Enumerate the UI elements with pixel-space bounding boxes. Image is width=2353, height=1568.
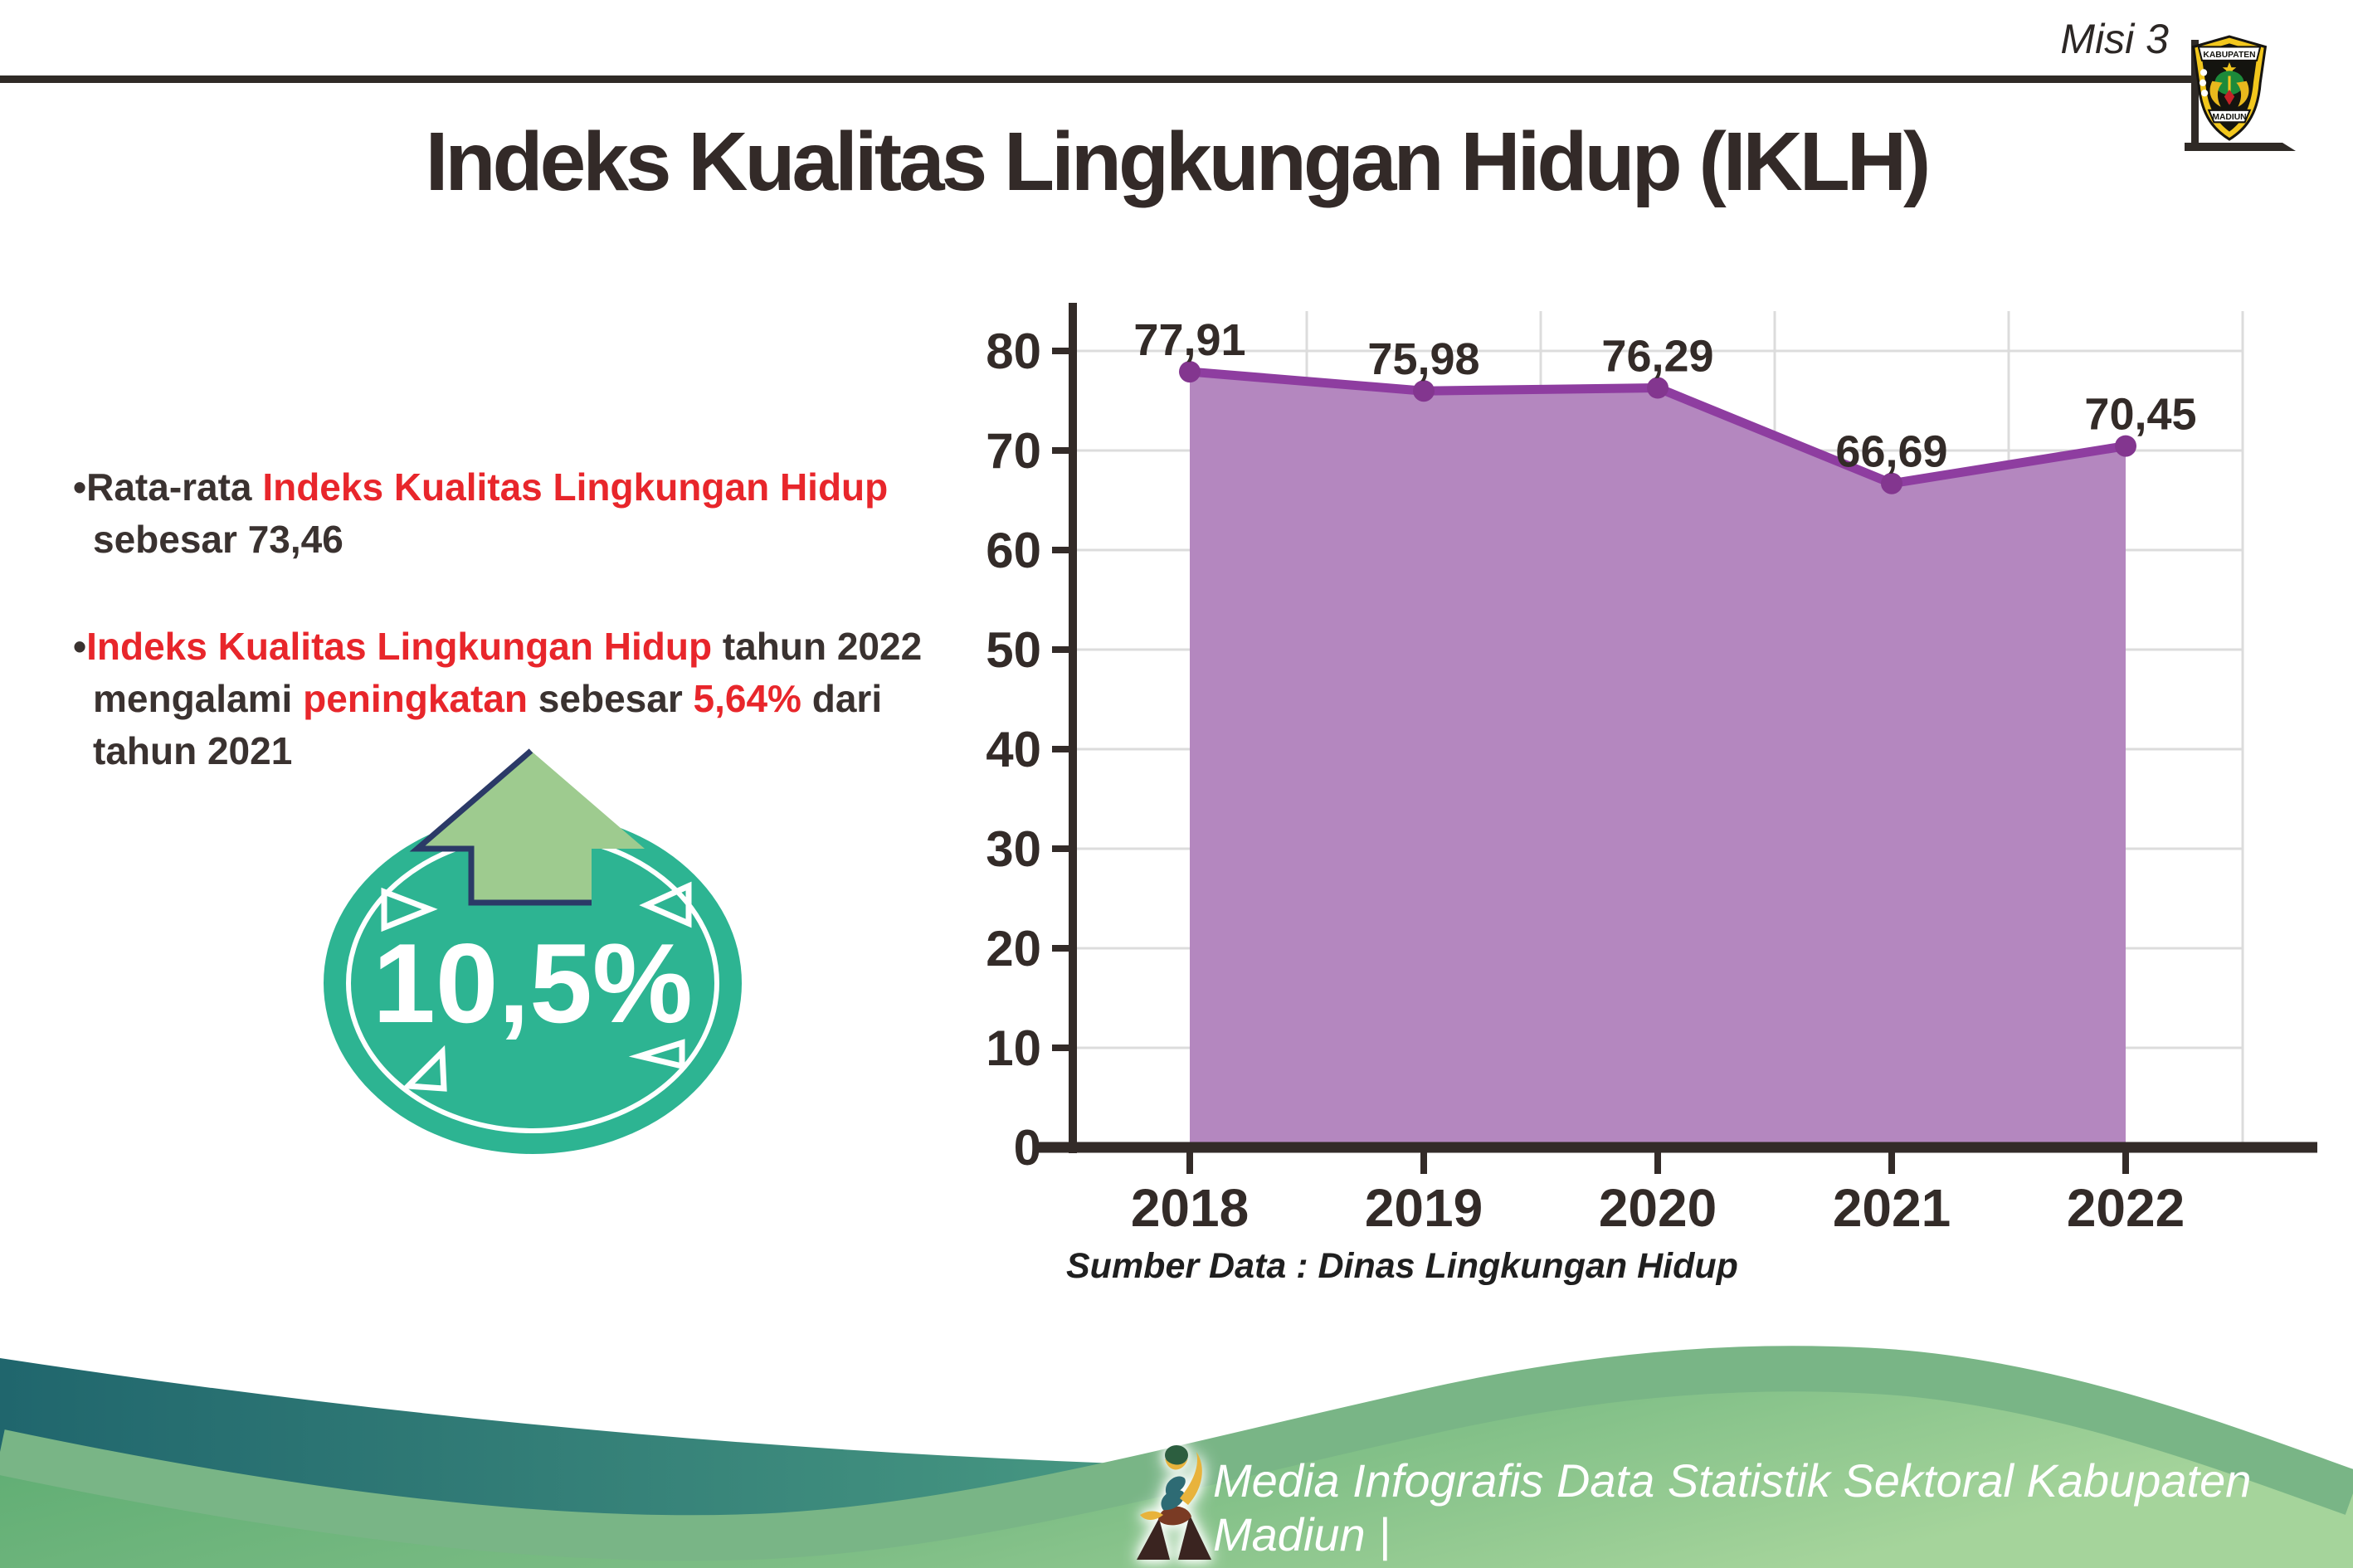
badge-spark-bottom-right-icon [628,1039,685,1070]
source-note: Sumber Data : Dinas Lingkungan Hidup [1066,1246,1738,1286]
bullet-list: •Rata-rata Indeks Kualitas Lingkungan Hi… [73,461,1002,832]
y-tick-label: 30 [986,821,1041,877]
up-arrow-outline [409,748,592,906]
x-tick-label: 2019 [1365,1178,1483,1238]
badge-spark-top-left-icon [381,887,438,933]
kabupaten-madiun-logo-icon: KABUPATEN MADIUN [2191,35,2268,141]
logo-bottom-text: MADIUN [2212,113,2246,122]
bullet-item: •Indeks Kualitas Lingkungan Hidup tahun … [73,625,923,772]
page-title: Indeks Kualitas Lingkungan Hidup (IKLH) [425,115,1932,208]
increase-badge: 10,5% [324,748,742,1154]
point-value-label: 70,45 [2084,390,2196,440]
point-value-label: 66,69 [1835,427,1947,477]
footer-green-area [0,1368,2353,1568]
point-value-label: 76,29 [1601,332,1713,382]
data-point [1413,380,1435,402]
data-point [2115,435,2136,457]
area-fill [1190,372,2126,1148]
x-tick-label: 2021 [1833,1178,1951,1238]
data-point [1881,472,1902,494]
y-tick-label: 0 [1014,1120,1041,1176]
y-tick-label: 40 [986,722,1041,777]
footer-credit: Media Infografis Data Statistik Sektoral… [1213,1454,2252,1561]
header-vertical-rule [2191,40,2199,149]
x-tick-label: 2018 [1131,1178,1249,1238]
iklh-area-chart: 0 10 20 30 40 50 60 70 80 2018 2019 2020 2021 2022 77,… [986,303,2317,1238]
x-tick-label: 2022 [2067,1178,2185,1238]
y-tick-label: 10 [986,1020,1041,1076]
footer-green-trim [0,1346,2353,1561]
y-tick-label: 80 [986,324,1041,379]
y-tick-label: 70 [986,423,1041,479]
bullet-item: •Rata-rata Indeks Kualitas Lingkungan Hi… [73,465,889,561]
y-tick-label: 50 [986,622,1041,678]
mascot-icon [1137,1445,1211,1560]
misi-label: Misi 3 [2060,16,2169,62]
badge-spark-top-right-icon [639,881,692,928]
logo-right-wing-icon [2236,80,2249,107]
header-rule [0,75,2195,83]
badge-spark-bottom-left-icon [402,1045,447,1092]
data-point [1179,361,1201,383]
logo-left-wing-icon [2209,80,2223,107]
x-tick-label: 2020 [1599,1178,1717,1238]
point-value-label: 75,98 [1367,334,1479,384]
data-point [1647,377,1669,399]
logo-top-text: KABUPATEN [2203,51,2255,60]
logo-bracket [2185,143,2296,151]
footer-wave [0,1346,2353,1568]
badge-percent: 10,5% [373,920,693,1046]
y-tick-label: 60 [986,523,1041,578]
point-value-label: 77,91 [1133,315,1245,365]
y-tick-label: 20 [986,921,1041,976]
